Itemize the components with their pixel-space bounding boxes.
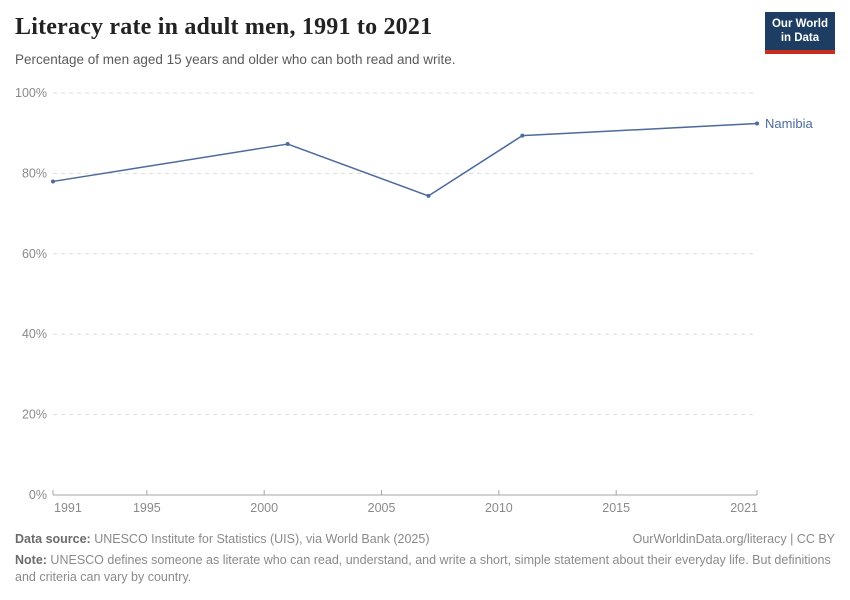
chart-title: Literacy rate in adult men, 1991 to 2021: [15, 14, 433, 40]
data-source-label: Data source:: [15, 532, 91, 546]
y-axis-tick-label: 80%: [22, 166, 47, 180]
data-source: Data source: UNESCO Institute for Statis…: [15, 531, 430, 548]
series-line-namibia[interactable]: [52, 122, 758, 197]
data-point[interactable]: [51, 179, 55, 184]
x-axis-tick-label: 1995: [133, 501, 161, 515]
x-axis-tick-label: 2005: [368, 501, 396, 515]
note-text: UNESCO defines someone as literate who c…: [15, 552, 831, 584]
data-source-text: UNESCO Institute for Statistics (UIS), v…: [90, 532, 430, 546]
owid-logo-line1: Our World: [771, 18, 828, 30]
data-point[interactable]: [520, 133, 525, 138]
note-label: Note:: [15, 552, 47, 567]
y-axis-tick-label: 0%: [29, 488, 47, 502]
x-axis-tick-label: 2000: [250, 501, 278, 515]
chart-note: Note: UNESCO defines someone as literate…: [15, 552, 835, 586]
owid-logo[interactable]: Our World in Data: [764, 12, 835, 54]
y-axis-tick-label: 100%: [15, 86, 47, 100]
y-axis-tick-label: 60%: [22, 247, 47, 261]
x-axis-tick-label: 2010: [485, 501, 513, 515]
data-point[interactable]: [755, 121, 759, 126]
y-axis-tick-label: 40%: [22, 327, 47, 341]
chart-canvas[interactable]: 0% 20% 40% 60% 80% 100% 1991 1995 2000 2005 2010 20…: [0, 78, 850, 528]
chart-footer: Data source: UNESCO Institute for Statis…: [15, 531, 835, 586]
owid-logo-line2: in Data: [780, 31, 820, 44]
owid-license-link[interactable]: OurWorldinData.org/literacy | CC BY: [632, 532, 835, 546]
data-point[interactable]: [426, 193, 431, 198]
series-end-label[interactable]: Namibia: [765, 116, 813, 131]
data-point[interactable]: [285, 142, 290, 147]
x-axis-tick-label: 2015: [602, 501, 630, 515]
chart-area[interactable]: 0% 20% 40% 60% 80% 100% 1991 1995 2000 2005 2010 20…: [0, 78, 850, 528]
chart-subtitle: Percentage of men aged 15 years and olde…: [15, 52, 456, 67]
y-axis-tick-label: 20%: [22, 408, 47, 422]
x-axis-tick-label: 2021: [730, 501, 758, 515]
x-axis-tick-label: 1991: [54, 501, 82, 515]
